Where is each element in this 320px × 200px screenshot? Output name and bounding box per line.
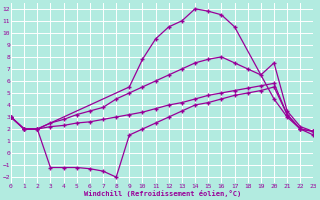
X-axis label: Windchill (Refroidissement éolien,°C): Windchill (Refroidissement éolien,°C) <box>84 190 241 197</box>
